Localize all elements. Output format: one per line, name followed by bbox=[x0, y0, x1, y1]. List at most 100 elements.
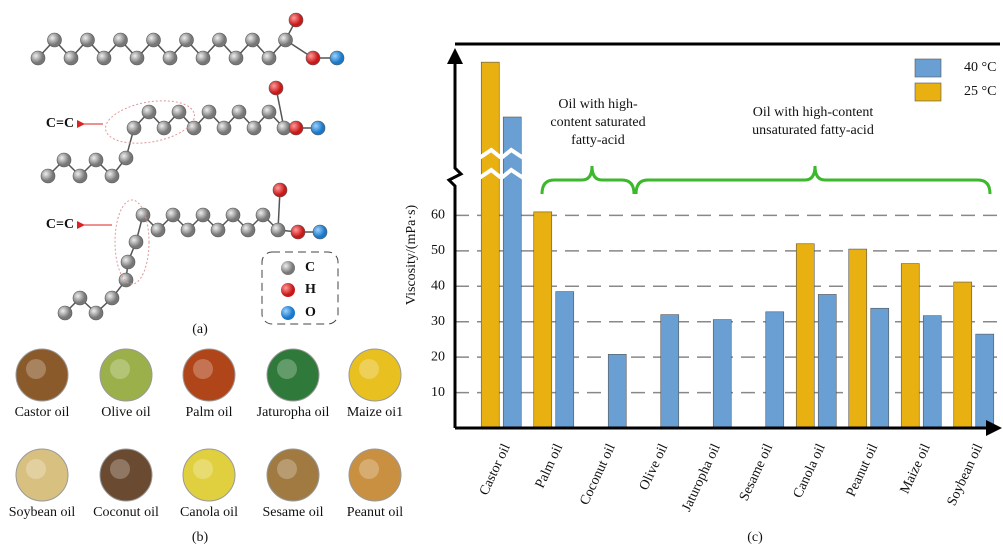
oil-photo-highlight bbox=[359, 459, 379, 479]
oil-name: Coconut oil bbox=[93, 505, 159, 520]
carbon-atom bbox=[180, 222, 196, 238]
cc-label: C=C bbox=[46, 116, 74, 131]
carbon-atom bbox=[135, 207, 151, 223]
atom bbox=[288, 12, 304, 28]
atom bbox=[305, 50, 321, 66]
y-tick-label: 10 bbox=[431, 385, 445, 400]
x-tick-label: Jaturopha oil bbox=[679, 442, 723, 514]
legend-label: 40 °C bbox=[964, 60, 996, 75]
atom bbox=[288, 120, 304, 136]
oil-photo bbox=[348, 448, 402, 502]
oil-photo-highlight bbox=[26, 359, 46, 379]
oil-name: Jaturopha oil bbox=[257, 405, 330, 420]
atom bbox=[290, 224, 306, 240]
oil-photo bbox=[99, 448, 153, 502]
x-tick-label: Palm oil bbox=[533, 442, 567, 491]
oil-photo bbox=[266, 448, 320, 502]
atom-legend-label: C bbox=[305, 260, 315, 275]
oil-photo bbox=[348, 348, 402, 402]
carbon-atom bbox=[201, 104, 217, 120]
axis-arrow bbox=[986, 420, 1002, 436]
panel-label: (a) bbox=[192, 322, 208, 337]
annotation: Oil with high-content bbox=[753, 105, 874, 120]
carbon-atom bbox=[255, 207, 271, 223]
atom-legend-label: H bbox=[305, 282, 316, 297]
atom bbox=[310, 120, 326, 136]
atom bbox=[312, 224, 328, 240]
carbon-atom bbox=[141, 104, 157, 120]
carbon-atom bbox=[126, 120, 142, 136]
atom bbox=[268, 80, 284, 96]
highlight bbox=[105, 100, 195, 144]
bar bbox=[607, 354, 627, 429]
carbon-atom bbox=[56, 152, 72, 168]
oil-photo bbox=[182, 348, 236, 402]
carbon-atom bbox=[104, 168, 120, 184]
x-tick-label: Sesame oil bbox=[737, 442, 776, 504]
bar bbox=[555, 291, 575, 429]
carbon-atom bbox=[118, 272, 134, 288]
carbon-atom bbox=[156, 120, 172, 136]
bar bbox=[975, 333, 995, 429]
carbon-atom bbox=[162, 50, 178, 66]
bar bbox=[502, 116, 522, 429]
panel-label: (b) bbox=[192, 530, 209, 545]
oil-photo-highlight bbox=[193, 359, 213, 379]
break-mark bbox=[478, 147, 525, 161]
x-tick-label: Canola oil bbox=[791, 442, 829, 501]
oil-name: Canola oil bbox=[180, 505, 238, 520]
carbon-atom bbox=[88, 152, 104, 168]
atom-icon bbox=[281, 306, 295, 320]
carbon-atom bbox=[165, 207, 181, 223]
atom bbox=[272, 182, 288, 198]
legend-swatch bbox=[914, 58, 942, 78]
y-tick-label: 30 bbox=[431, 314, 445, 329]
atom bbox=[329, 50, 345, 66]
brace bbox=[540, 165, 636, 195]
molecules bbox=[30, 12, 345, 321]
carbon-atom bbox=[246, 120, 262, 136]
x-tick-label: Coconut oil bbox=[577, 442, 618, 508]
carbon-atom bbox=[129, 50, 145, 66]
atom-icon bbox=[281, 283, 295, 297]
carbon-atom bbox=[186, 120, 202, 136]
y-axis-title: Viscosity/(mPa·s) bbox=[404, 205, 419, 306]
x-tick-label: Olive oil bbox=[637, 442, 672, 493]
bar bbox=[817, 294, 837, 429]
oil-photo-highlight bbox=[26, 459, 46, 479]
annotation: content saturated bbox=[550, 115, 645, 130]
carbon-atom bbox=[240, 222, 256, 238]
bar bbox=[533, 211, 553, 429]
carbon-atom bbox=[179, 32, 194, 48]
carbon-atom bbox=[171, 104, 187, 120]
bar bbox=[953, 281, 973, 429]
carbon-atom bbox=[72, 290, 88, 306]
oil-photos: Castor oil Olive oil Palm oil Jaturopha oil… bbox=[9, 348, 403, 520]
brace bbox=[634, 165, 992, 195]
carbon-atom bbox=[118, 150, 134, 166]
carbon-atom bbox=[72, 168, 88, 184]
oil-photo-highlight bbox=[277, 359, 297, 379]
oil-name: Castor oil bbox=[15, 405, 70, 420]
y-axis bbox=[446, 60, 464, 428]
cc-label: C=C bbox=[46, 217, 74, 232]
break-mark bbox=[478, 167, 525, 181]
oil-name: Palm oil bbox=[185, 405, 232, 420]
highlight bbox=[114, 199, 150, 285]
axis-arrow bbox=[447, 48, 463, 64]
bar bbox=[660, 314, 680, 429]
bar bbox=[480, 61, 500, 429]
carbon-atom bbox=[30, 50, 46, 66]
carbon-atom bbox=[146, 32, 161, 48]
carbon-atom bbox=[231, 104, 247, 120]
annotation: fatty-acid bbox=[571, 133, 625, 148]
carbon-atom bbox=[150, 222, 166, 238]
carbon-atom bbox=[270, 222, 286, 238]
y-tick-label: 50 bbox=[431, 243, 445, 258]
oil-photo bbox=[182, 448, 236, 502]
carbon-atom bbox=[113, 32, 128, 48]
carbon-atom bbox=[47, 32, 62, 48]
bar bbox=[900, 263, 920, 429]
bar bbox=[765, 311, 785, 429]
bar-chart: 10 20 30 40 50 60 Castor oil Palm oil Coconut oi… bbox=[404, 42, 1002, 514]
